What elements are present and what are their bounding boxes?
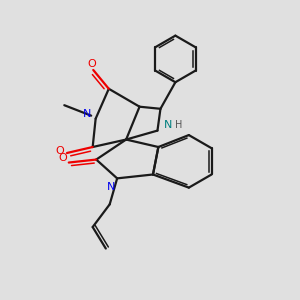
- Text: N: N: [82, 109, 91, 119]
- Text: O: O: [55, 146, 64, 157]
- Text: O: O: [58, 153, 67, 163]
- Text: N: N: [164, 120, 172, 130]
- Text: N: N: [106, 182, 115, 192]
- Text: O: O: [87, 59, 96, 69]
- Text: H: H: [175, 120, 183, 130]
